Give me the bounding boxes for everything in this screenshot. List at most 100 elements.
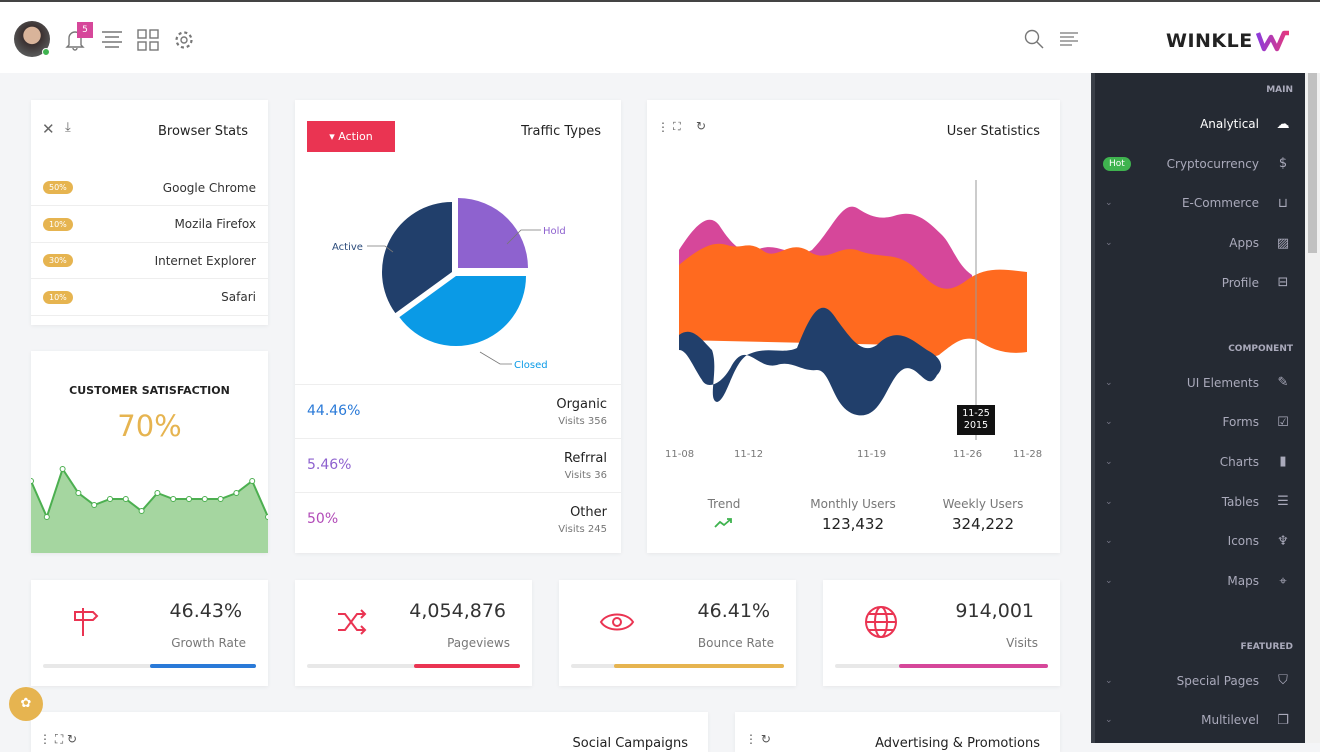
browser-row: 10% Mozila Firefox bbox=[31, 207, 268, 243]
traffic-percent: 5.46% bbox=[307, 457, 352, 473]
action-label: Action bbox=[338, 130, 373, 143]
pie-slice bbox=[382, 202, 452, 314]
search-icon[interactable] bbox=[1024, 29, 1044, 49]
sidebar-item-tables[interactable]: ⌄ Tables ☰ bbox=[1095, 487, 1305, 517]
more-icon[interactable]: ⋮ bbox=[657, 120, 669, 134]
browser-name: Safari bbox=[221, 290, 256, 304]
data-point bbox=[91, 502, 98, 508]
data-point bbox=[107, 496, 113, 502]
sidebar-item-multilevel[interactable]: ⌄ Multilevel ❐ bbox=[1095, 705, 1305, 735]
image-icon: ▨ bbox=[1276, 235, 1290, 251]
chevron-down-icon: ⌄ bbox=[1105, 377, 1113, 388]
more-icon[interactable]: ⋮ ⛶ ↻ bbox=[39, 732, 78, 746]
weekly-label: Weekly Users bbox=[942, 497, 1024, 511]
notification-badge: 5 bbox=[77, 22, 93, 38]
satisfaction-chart bbox=[31, 466, 268, 553]
tooltip: 11-25 2015 bbox=[957, 405, 995, 435]
data-point bbox=[75, 490, 82, 496]
settings-fab[interactable]: ✿ bbox=[9, 687, 43, 721]
data-point bbox=[201, 496, 208, 502]
pin-icon: ⌖ bbox=[1279, 573, 1287, 589]
sidebar-item-label: E-Commerce bbox=[1181, 196, 1259, 211]
sidebar-section-title: COMPONENT bbox=[1228, 343, 1293, 354]
data-point bbox=[43, 514, 50, 520]
stat-card: 46.43% Growth Rate bbox=[31, 580, 268, 686]
globe-icon bbox=[865, 606, 897, 638]
trend-label: Trend bbox=[707, 497, 741, 511]
refresh-icon[interactable]: ↻ bbox=[696, 119, 707, 133]
browser-row: 50% Google Chrome bbox=[31, 170, 268, 206]
sidebar-item-cryptocurrency[interactable]: Hot Cryptocurrency $ bbox=[1095, 149, 1305, 179]
sidebar-item-charts[interactable]: ⌄ Charts ▮ bbox=[1095, 447, 1305, 477]
traffic-visits: Visits 245 bbox=[558, 524, 607, 535]
stat-value: 46.43% bbox=[169, 600, 242, 622]
browser-name: Internet Explorer bbox=[154, 253, 256, 268]
brand-name: WINKLE bbox=[1166, 30, 1253, 52]
card-title: Social Campaigns bbox=[572, 736, 688, 751]
sidebar-item-label: Profile bbox=[1221, 275, 1259, 290]
sidebar-item-forms[interactable]: ⌄ Forms ☑ bbox=[1095, 407, 1305, 437]
card-title: User Statistics bbox=[946, 124, 1040, 139]
pie-label: Hold bbox=[543, 226, 566, 237]
stat-card: 46.41% Bounce Rate bbox=[559, 580, 796, 686]
briefcase-icon: ⊟ bbox=[1277, 275, 1289, 291]
gear-icon[interactable] bbox=[173, 29, 195, 51]
card-title: Advertising & Promotions bbox=[875, 736, 1040, 751]
user-statistics-card: ⋮ ⛶ ↻ User Statistics 11-08 11-12 11-19 11-… bbox=[647, 100, 1060, 553]
download-icon[interactable]: ⤓ bbox=[65, 120, 71, 135]
scrollbar[interactable] bbox=[1305, 73, 1320, 743]
hot-badge: Hot bbox=[1103, 156, 1131, 171]
weekly-users: Weekly Users 324,222 bbox=[927, 497, 1039, 533]
online-status bbox=[42, 48, 50, 56]
browser-row: 30% Internet Explorer bbox=[31, 243, 268, 279]
data-point bbox=[233, 490, 240, 496]
stat-label: Growth Rate bbox=[171, 636, 246, 650]
data-point bbox=[217, 496, 224, 502]
pie-slice bbox=[458, 198, 528, 268]
customer-satisfaction-card: CUSTOMER SATISFACTION 70% bbox=[31, 351, 268, 553]
close-icon[interactable]: ✕ bbox=[42, 120, 55, 138]
eye-icon bbox=[599, 613, 635, 631]
dashboard-icon: ☁ bbox=[1276, 116, 1290, 132]
sidebar-section-title: MAIN bbox=[1266, 85, 1293, 95]
traffic-percent: 44.46% bbox=[307, 403, 361, 419]
grid-icon[interactable] bbox=[137, 29, 159, 51]
sidebar-item-icons[interactable]: ⌄ Icons ♆ bbox=[1095, 526, 1305, 556]
signpost-icon bbox=[74, 608, 99, 636]
satisfaction-value: 70% bbox=[117, 409, 182, 443]
menu-icon[interactable] bbox=[101, 30, 123, 48]
sidebar-item-e-commerce[interactable]: ⌄ E-Commerce ⊔ bbox=[1095, 188, 1305, 218]
sidebar-item-apps[interactable]: ⌄ Apps ▨ bbox=[1095, 228, 1305, 258]
list-icon[interactable] bbox=[1059, 31, 1079, 47]
progress-bar bbox=[307, 664, 520, 668]
sidebar-item-maps[interactable]: ⌄ Maps ⌖ bbox=[1095, 566, 1305, 596]
pie-slice bbox=[399, 276, 526, 346]
browser-name: Mozila Firefox bbox=[174, 217, 256, 231]
shield-icon: ⛉ bbox=[1278, 673, 1288, 689]
data-point bbox=[249, 478, 256, 484]
sidebar-item-ui-elements[interactable]: ⌄ UI Elements ✎ bbox=[1095, 368, 1305, 398]
more-icon[interactable]: ⋮ ↻ bbox=[745, 732, 771, 746]
stat-value: 46.41% bbox=[697, 600, 770, 622]
expand-icon[interactable]: ⛶ bbox=[673, 120, 681, 133]
chart-icon: ▮ bbox=[1279, 454, 1287, 470]
browser-name: Google Chrome bbox=[162, 180, 256, 195]
advertising-card: ⋮ ↻ Advertising & Promotions bbox=[735, 712, 1060, 752]
sidebar: MAIN Analytical ☁ Hot Cryptocurrency $ ⌄ E-Comm… bbox=[1091, 73, 1305, 743]
card-title: Traffic Types bbox=[521, 124, 601, 139]
percent-badge: 10% bbox=[43, 217, 73, 231]
sidebar-item-profile[interactable]: Profile ⊟ bbox=[1095, 268, 1305, 298]
sidebar-item-analytical[interactable]: Analytical ☁ bbox=[1095, 109, 1305, 139]
chevron-down-icon: ⌄ bbox=[1105, 675, 1113, 686]
sidebar-item-label: Forms bbox=[1222, 415, 1259, 430]
x-tick-label: 11-28 bbox=[1013, 449, 1043, 460]
traffic-visits: Visits 356 bbox=[558, 416, 607, 427]
sidebar-item-label: Multilevel bbox=[1201, 713, 1259, 728]
sidebar-item-label: Analytical bbox=[1200, 117, 1259, 131]
sidebar-item-special-pages[interactable]: ⌄ Special Pages ⛉ bbox=[1095, 666, 1305, 696]
action-button[interactable]: ▾ Action bbox=[307, 121, 395, 152]
chevron-down-icon: ⌄ bbox=[1105, 576, 1113, 586]
card-title: Browser Stats bbox=[158, 124, 248, 139]
progress-bar bbox=[571, 664, 784, 668]
stream-series-orange bbox=[679, 243, 1027, 357]
